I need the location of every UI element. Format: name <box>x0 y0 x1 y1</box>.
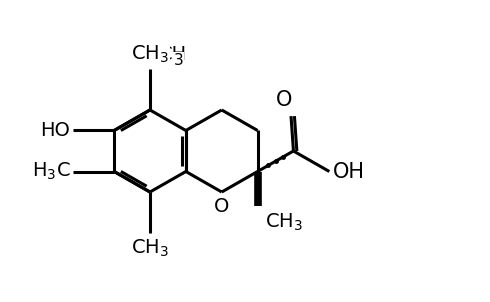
Text: 3: 3 <box>173 53 183 68</box>
Text: HO: HO <box>40 121 70 140</box>
Text: CH$_3$: CH$_3$ <box>131 44 169 65</box>
Text: O: O <box>214 197 229 216</box>
Text: H$_3$C: H$_3$C <box>32 161 70 182</box>
Text: CH$_3$: CH$_3$ <box>265 211 303 233</box>
Text: O: O <box>275 90 292 110</box>
Text: CH: CH <box>159 45 187 64</box>
Text: OH: OH <box>333 162 365 182</box>
Text: CH$_3$: CH$_3$ <box>131 238 169 259</box>
